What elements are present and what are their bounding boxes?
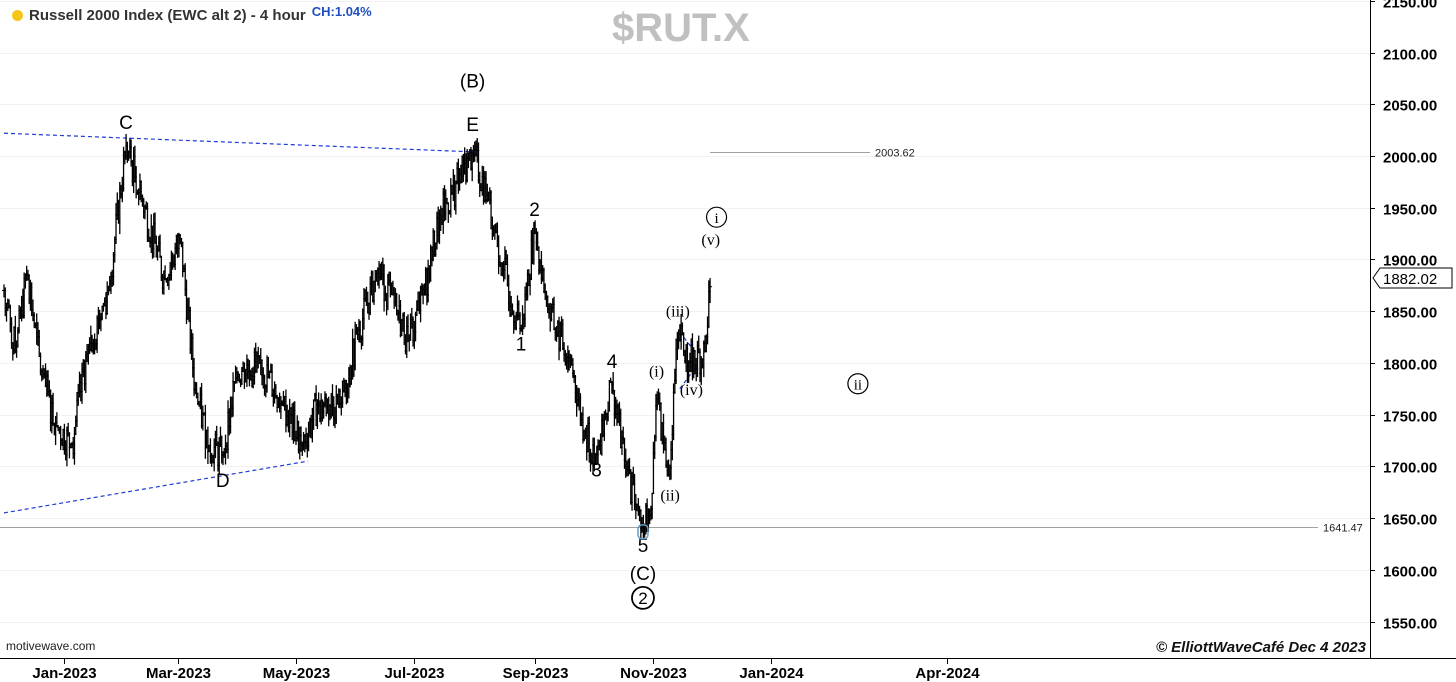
annotations	[637, 524, 649, 540]
wave-circle	[705, 206, 728, 228]
wave-text: i	[714, 211, 718, 227]
trendline	[3, 460, 309, 514]
x-tick-label: Sep-2023	[503, 665, 569, 682]
wave-label: C	[119, 113, 133, 134]
y-tick-label: 2050.00	[1383, 98, 1437, 115]
wave-label: 2	[631, 585, 655, 610]
y-tick-label: 1750.00	[1383, 409, 1437, 426]
level-lines: 2003.62 1641.47	[0, 148, 1363, 535]
wave-text: 5	[638, 536, 649, 557]
wave-text: 3	[591, 461, 602, 482]
wave-text: 4	[607, 352, 618, 373]
y-tick-label: 2150.00	[1383, 0, 1437, 12]
wave-circle	[631, 585, 655, 610]
footer-copyright: © ElliottWaveCafé Dec 4 2023	[1156, 639, 1367, 656]
wave-text: 2	[529, 200, 540, 221]
y-tick-label: 1650.00	[1383, 512, 1437, 529]
low-marker	[637, 524, 649, 540]
y-tick-label: 1950.00	[1383, 202, 1437, 219]
wave-text: (C)	[630, 564, 656, 585]
last-price-label: 1882.02	[1383, 271, 1437, 288]
trendline	[3, 132, 473, 153]
x-tick-label: Apr-2024	[915, 665, 980, 682]
y-axis: 1550.00 1600.00 1650.00 1700.00 1750.00 1800.…	[1370, 0, 1453, 633]
wave-text: (iv)	[680, 382, 703, 399]
footer-source: motivewave.com	[6, 639, 95, 653]
wave-text: ii	[854, 378, 862, 394]
y-tick-label: 1800.00	[1383, 357, 1437, 374]
wave-text: 2	[638, 589, 647, 608]
wave-label: (iv)	[680, 382, 703, 399]
wave-text: (v)	[701, 232, 720, 249]
y-tick-label: 1700.00	[1383, 460, 1437, 477]
plot-area	[0, 0, 1370, 658]
y-tick-label: 1600.00	[1383, 564, 1437, 581]
wave-text: E	[466, 115, 479, 136]
wave-label: i	[705, 206, 728, 228]
y-tick-label: 1900.00	[1383, 253, 1437, 270]
y-tick-label: 2100.00	[1383, 47, 1437, 64]
y-tick-label: 1850.00	[1383, 305, 1437, 322]
y-tick-label: 1550.00	[1383, 616, 1437, 633]
x-tick-label: Nov-2023	[620, 665, 687, 682]
x-tick-label: Mar-2023	[146, 665, 211, 682]
wave-label: 3	[591, 461, 602, 482]
wave-label: 2	[529, 200, 540, 221]
y-tick-label: 2000.00	[1383, 150, 1437, 167]
x-axis: Jan-2023 Mar-2023 May-2023 Jul-2023 Sep-2023…	[32, 658, 980, 682]
symbol-watermark: $RUT.X	[612, 6, 750, 50]
change-percent: CH:1.04%	[311, 3, 372, 19]
wave-text: 1	[516, 334, 527, 355]
wave-text: D	[216, 471, 230, 492]
wave-text: (iii)	[666, 303, 690, 320]
wave-label: (ii)	[660, 487, 680, 504]
x-tick-label: Jan-2024	[739, 665, 804, 682]
level-label: 2003.62	[875, 148, 915, 160]
last-price-box	[1372, 267, 1453, 289]
wave-label: D	[216, 471, 230, 492]
price-bars	[2, 134, 713, 539]
x-tick-label: Jul-2023	[384, 665, 444, 682]
wave-label: 5	[638, 536, 649, 557]
wave-label: (B)	[460, 72, 485, 93]
wave-circle	[847, 373, 869, 395]
chart-header: Russell 2000 Index (EWC alt 2) - 4 hour …	[0, 0, 372, 30]
status-dot-icon	[12, 9, 23, 21]
wave-label: (v)	[701, 232, 720, 249]
grid-layer	[0, 1, 1370, 623]
wave-label: 4	[607, 352, 618, 373]
x-tick-label: May-2023	[263, 665, 331, 682]
wave-label: (C)	[630, 564, 656, 585]
wave-text: C	[119, 113, 133, 134]
wave-label: (i)	[649, 363, 664, 380]
wave-label: E	[466, 115, 479, 136]
wave-text: (B)	[460, 72, 485, 93]
wave-label: 1	[516, 334, 527, 355]
wave-label: (iii)	[666, 303, 690, 320]
x-tick-label: Jan-2023	[32, 665, 96, 682]
wave-text: (ii)	[660, 487, 680, 504]
chart-title: Russell 2000 Index (EWC alt 2) - 4 hour	[29, 6, 306, 24]
wave-label: ii	[847, 373, 869, 395]
wave-text: (i)	[649, 363, 664, 380]
level-label: 1641.47	[1323, 523, 1363, 535]
ohlc-bar	[708, 278, 713, 304]
